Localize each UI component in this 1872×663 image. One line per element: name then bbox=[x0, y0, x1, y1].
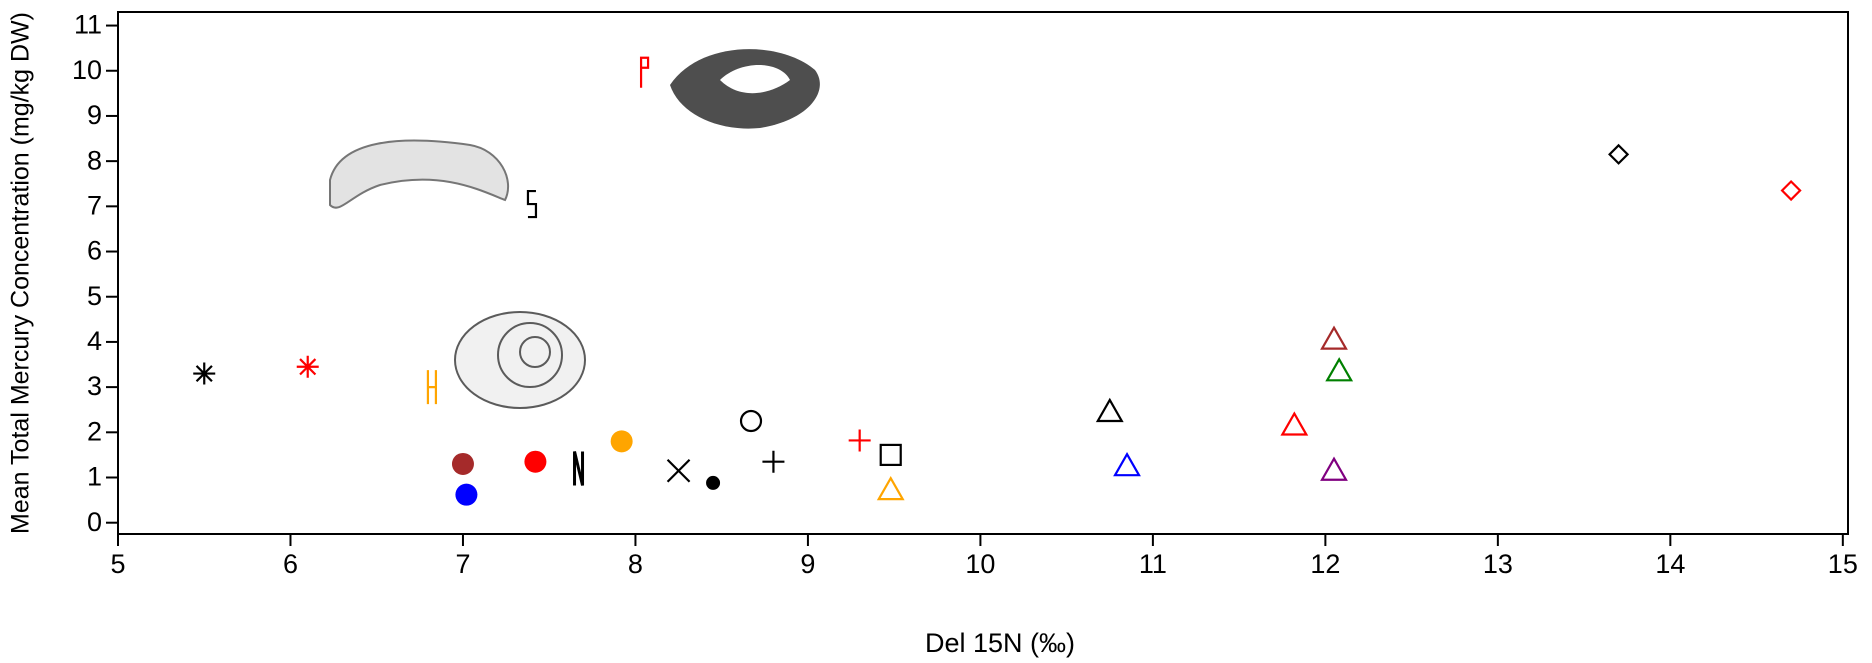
y-tick-label: 4 bbox=[87, 326, 102, 356]
data-point bbox=[451, 452, 474, 475]
y-tick-label: 6 bbox=[87, 236, 102, 266]
data-point bbox=[739, 409, 763, 433]
data-point bbox=[762, 450, 785, 473]
data-point bbox=[1320, 325, 1348, 350]
y-tick-label: 8 bbox=[87, 145, 102, 175]
data-point bbox=[706, 475, 721, 490]
data-point bbox=[1095, 397, 1124, 423]
y-tick-label: 11 bbox=[74, 10, 102, 40]
x-tick-label: 7 bbox=[455, 549, 470, 579]
y-axis-label: Mean Total Mercury Concentration (mg/kg … bbox=[7, 12, 35, 534]
x-tick-label: 8 bbox=[628, 549, 643, 579]
data-point bbox=[848, 429, 871, 452]
data-point bbox=[296, 355, 319, 378]
data-point bbox=[1608, 143, 1630, 165]
data-point bbox=[1325, 357, 1354, 382]
y-tick-label: 2 bbox=[87, 416, 102, 446]
plot-frame bbox=[117, 11, 1849, 535]
data-point bbox=[1780, 179, 1802, 202]
x-tick-label: 5 bbox=[110, 549, 125, 579]
x-tick-label: 9 bbox=[800, 549, 815, 579]
x-tick-label: 15 bbox=[1828, 549, 1858, 579]
data-point bbox=[426, 370, 438, 405]
data-point bbox=[879, 443, 902, 467]
data-point bbox=[524, 450, 547, 473]
data-point bbox=[1280, 411, 1309, 436]
y-tick-label: 5 bbox=[87, 281, 102, 311]
data-point bbox=[455, 483, 478, 506]
y-tick-label: 1 bbox=[87, 462, 102, 492]
data-point bbox=[193, 362, 216, 385]
data-point bbox=[526, 189, 538, 219]
x-tick-label: 14 bbox=[1655, 549, 1685, 579]
x-tick-label: 12 bbox=[1310, 549, 1340, 579]
x-tick-label: 10 bbox=[965, 549, 995, 579]
x-tick-label: 6 bbox=[283, 549, 298, 579]
x-tick-label: 11 bbox=[1139, 549, 1167, 579]
data-point bbox=[666, 458, 691, 483]
y-tick-label: 3 bbox=[87, 371, 102, 401]
y-tick-label: 10 bbox=[72, 55, 102, 85]
data-point bbox=[639, 56, 650, 88]
data-point bbox=[1113, 451, 1141, 477]
data-point bbox=[610, 430, 633, 453]
data-point bbox=[573, 451, 585, 486]
illustration bbox=[329, 49, 820, 409]
x-axis-label: Del 15N (‰) bbox=[925, 628, 1075, 658]
y-tick-label: 7 bbox=[87, 190, 102, 220]
x-tick-label: 13 bbox=[1483, 549, 1513, 579]
y-tick-label: 0 bbox=[87, 507, 102, 537]
data-point bbox=[876, 475, 905, 501]
data-point bbox=[1320, 456, 1348, 481]
y-tick-label: 9 bbox=[87, 100, 102, 130]
